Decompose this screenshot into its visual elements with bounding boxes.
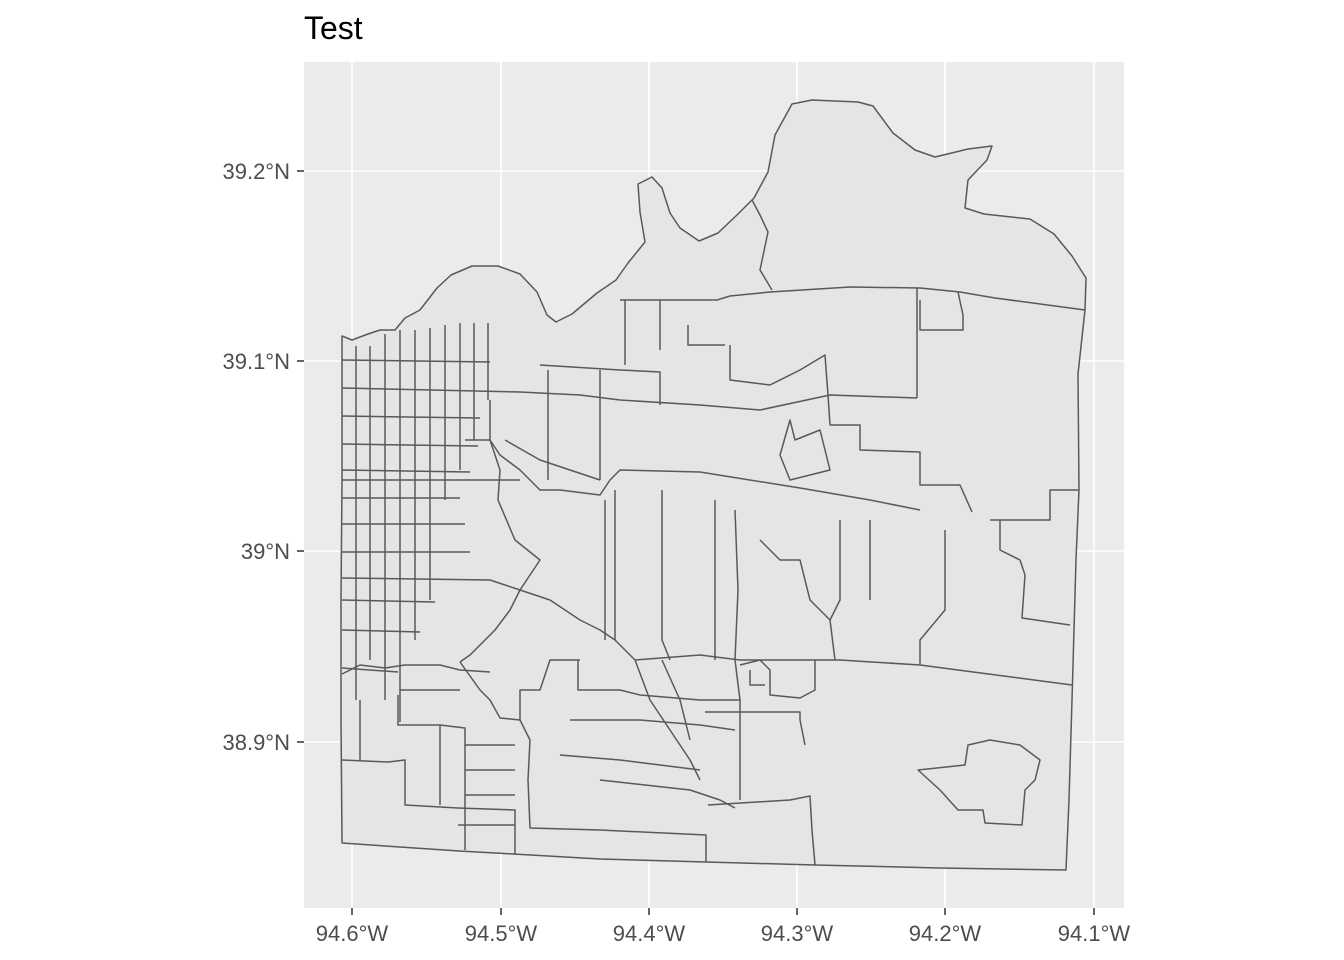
southwest-lines	[341, 664, 516, 854]
south-central-rows	[559, 660, 806, 809]
county-map	[340, 99, 1087, 871]
south-west-blocks	[359, 689, 515, 850]
south-center-west	[459, 659, 707, 862]
west-grid-cols	[355, 323, 489, 700]
x-tick-label: 94.4°W	[613, 921, 686, 946]
y-tick-label: 38.9°N	[222, 730, 290, 755]
x-tick-label: 94.1°W	[1058, 921, 1131, 946]
x-tick-label: 94.5°W	[465, 921, 538, 946]
x-tick-label: 94.3°W	[761, 921, 834, 946]
northeast-lines	[751, 199, 964, 398]
southeast-enclave-large	[917, 739, 1041, 826]
y-tick-label: 39.2°N	[222, 159, 290, 184]
map-title: Test	[304, 10, 363, 46]
west-grid-rows	[341, 359, 521, 673]
x-axis: 94.6°W 94.5°W 94.4°W 94.3°W 94.2°W 94.1°…	[316, 908, 1131, 946]
y-tick-label: 39.1°N	[222, 349, 290, 374]
southeast-enclave	[739, 659, 816, 699]
y-tick-label: 39°N	[241, 539, 290, 564]
east-central-blocks	[729, 345, 973, 513]
south-central-diagonals	[634, 659, 816, 866]
y-axis: 39.2°N 39.1°N 39°N 38.9°N	[222, 159, 304, 755]
far-east-blocks	[990, 489, 1079, 626]
north-band	[620, 286, 1086, 365]
census-tracts	[341, 199, 1086, 866]
central-highway	[465, 439, 921, 511]
central-north-blocks	[519, 364, 918, 480]
south-center-columns	[604, 490, 836, 800]
county-outline	[340, 99, 1087, 871]
south-east-blocks	[634, 520, 1073, 686]
x-tick-label: 94.2°W	[909, 921, 982, 946]
x-tick-label: 94.6°W	[316, 921, 389, 946]
